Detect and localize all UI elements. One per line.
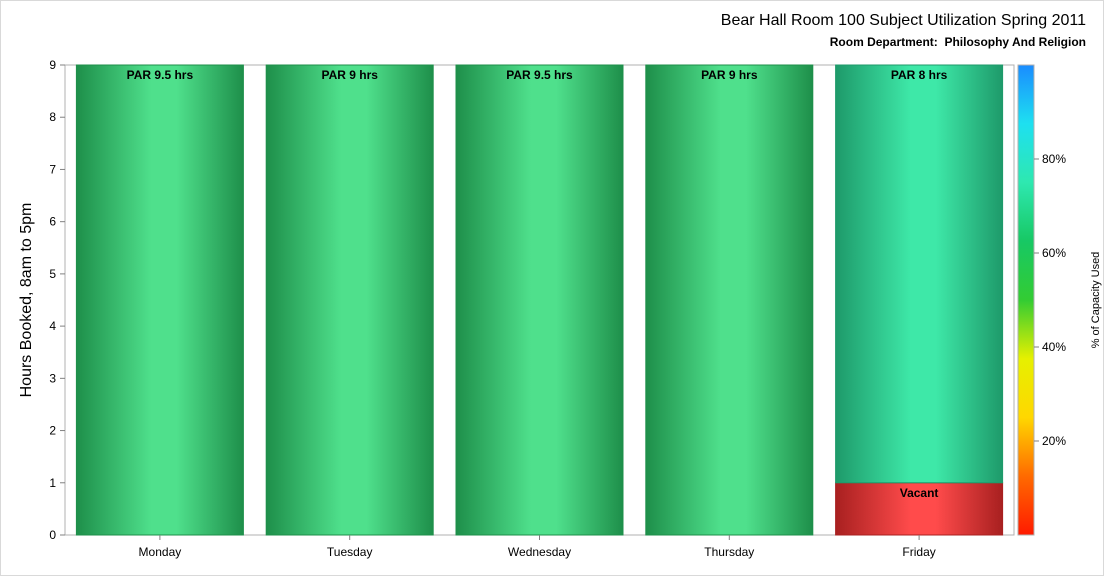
bar-tuesday-segment-0 [265, 64, 434, 536]
y-tick-label: 4 [49, 319, 56, 333]
colorbar-tick-label: 60% [1042, 246, 1066, 260]
bar-label: PAR 8 hrs [891, 68, 948, 82]
x-tick-label: Wednesday [508, 545, 571, 559]
bar-label: PAR 9.5 hrs [506, 68, 573, 82]
y-axis-label: Hours Booked, 8am to 5pm [18, 203, 35, 398]
x-tick-label: Thursday [704, 545, 754, 559]
y-tick-label: 0 [49, 528, 56, 542]
x-tick-label: Tuesday [327, 545, 373, 559]
y-tick-label: 9 [49, 58, 56, 72]
y-tick-label: 7 [49, 162, 56, 176]
colorbar-label: % of Capacity Used [1090, 252, 1102, 349]
bar-label: PAR 9 hrs [701, 68, 758, 82]
bar-friday-segment-1 [835, 64, 1004, 484]
y-tick-label: 8 [49, 110, 56, 124]
chart-title: Bear Hall Room 100 Subject Utilization S… [720, 12, 1086, 29]
bar-label: Vacant [900, 486, 939, 500]
bar-label: PAR 9.5 hrs [127, 68, 194, 82]
y-tick-label: 2 [49, 424, 56, 438]
bar-monday-segment-0 [75, 64, 244, 536]
colorbar-tick-label: 40% [1042, 340, 1066, 354]
colorbar-tick-label: 20% [1042, 434, 1066, 448]
bar-thursday-segment-0 [645, 64, 814, 536]
y-tick-label: 6 [49, 215, 56, 229]
y-tick-label: 3 [49, 371, 56, 385]
chart-subtitle: Room Department: Philosophy And Religion [829, 35, 1086, 49]
x-tick-label: Friday [902, 545, 935, 559]
bar-wednesday-segment-0 [455, 64, 624, 536]
bar-label: PAR 9 hrs [321, 68, 378, 82]
colorbar [1017, 64, 1035, 536]
y-tick-label: 1 [49, 476, 56, 490]
colorbar-tick-label: 80% [1042, 152, 1066, 166]
y-tick-label: 5 [49, 267, 56, 281]
x-tick-label: Monday [139, 545, 182, 559]
